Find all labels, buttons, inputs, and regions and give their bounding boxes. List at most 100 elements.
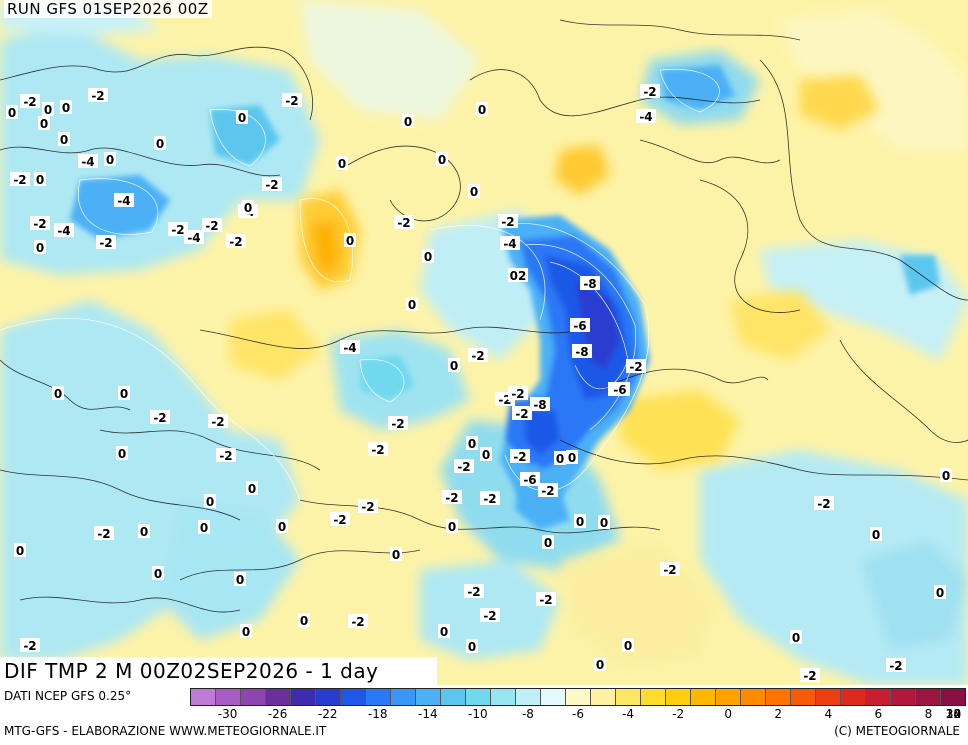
legend-swatch [491, 689, 516, 705]
contour-label-bg [38, 116, 50, 130]
contour-label-bg [554, 451, 566, 465]
contour-label: 0 [448, 520, 456, 534]
contour-label: -2 [361, 500, 374, 514]
contour-label: -2 [23, 95, 36, 109]
contour-label: -6 [573, 319, 586, 333]
contour-label-bg [150, 410, 170, 424]
legend-swatch [291, 689, 316, 705]
legend-tick-label: 18 [945, 707, 962, 721]
legend-swatch [516, 689, 541, 705]
contour-label: -4 [57, 224, 70, 238]
contour-label: 0 [404, 115, 412, 129]
contour-label-bg [358, 499, 378, 513]
legend-swatch [866, 689, 891, 705]
contour-label: -2 [153, 411, 166, 425]
contour-label: -2 [371, 443, 384, 457]
legend-swatch [341, 689, 366, 705]
legend-swatch [791, 689, 816, 705]
contour-label: 0 [872, 528, 880, 542]
contour-label-bg [660, 562, 680, 576]
legend-tick-label: -10 [468, 707, 488, 721]
contour-label: 0 [482, 448, 490, 462]
contour-label: 0 [470, 185, 478, 199]
legend-tick-label: -6 [572, 707, 584, 721]
contour-label-bg [886, 658, 906, 672]
legend-tick-label: -18 [367, 707, 388, 721]
contour-label-bg [168, 222, 188, 236]
legend-swatch [366, 689, 391, 705]
contour-label-bg [800, 668, 820, 682]
contour-label: -2 [457, 460, 470, 474]
contour-label-bg [152, 566, 164, 580]
contour-label-bg [530, 397, 550, 411]
contour-label-bg [594, 657, 606, 671]
legend-tick-label: 10 [945, 707, 962, 721]
contour-label-bg [34, 172, 46, 186]
contour-label: 0 [140, 525, 148, 539]
contour-label-bg [466, 639, 478, 653]
legend-tick-label: 0 [724, 707, 733, 721]
legend-swatch [716, 689, 741, 705]
legend-tick-label: 6 [874, 707, 883, 721]
contour-label-bg [422, 249, 434, 263]
contour-label-bg [402, 114, 414, 128]
data-source: DATI NCEP GFS 0.25° [4, 689, 132, 703]
legend-tick-label: -4 [622, 707, 635, 721]
copyright-text: (C) METEOGIORNALE [834, 724, 960, 738]
contour-label-bg [870, 527, 882, 541]
contour-label-bg [344, 233, 356, 247]
contour-label-bg [442, 490, 462, 504]
contour-label: -4 [639, 110, 652, 124]
contour-label-bg [96, 235, 116, 249]
contour-label-bg [790, 630, 802, 644]
contour-label: 0 [54, 387, 62, 401]
contour-label: -4 [117, 194, 130, 208]
contour-label-bg [542, 535, 554, 549]
contour-label-bg [226, 234, 246, 248]
legend-tick-label: -14 [417, 707, 438, 721]
contour-label: 0 [450, 359, 458, 373]
legend-swatch [416, 689, 441, 705]
contour-label-bg [538, 483, 558, 497]
contour-label: -2 [97, 527, 110, 541]
contour-label: 0 [236, 573, 244, 587]
contour-label: 0 [544, 536, 552, 550]
legend-tick-label: 8 [924, 707, 933, 721]
legend-swatch [316, 689, 341, 705]
contour-label-bg [394, 215, 414, 229]
contour-label-bg [204, 494, 216, 508]
contour-label: -2 [817, 497, 830, 511]
legend-tick-label: -8 [521, 707, 534, 721]
contour-label-bg [234, 572, 246, 586]
contour-label-bg [236, 110, 248, 124]
contour-label: 0 [106, 153, 114, 167]
contour-label: -2 [513, 450, 526, 464]
contour-label: -2 [467, 585, 480, 599]
contour-label: 0 [600, 516, 608, 530]
contour-label-bg [240, 624, 252, 638]
legend-swatch [391, 689, 416, 705]
color-legend [190, 688, 966, 706]
contour-label-bg [368, 442, 388, 456]
contour-label-bg [30, 216, 50, 230]
temperature-difference-map: 0 -2 0 0 -2 -4 0 0 0 -2 0 0 -2 0 -2 -4 -2 -4 0 -2 -2 -4 -2 -4 -2… [0, 0, 968, 685]
contour-label: -2 [629, 360, 642, 374]
contour-label-bg [448, 358, 460, 372]
contour-label: 0 [478, 103, 486, 117]
contour-label: 0 [576, 515, 584, 529]
contour-label-bg [154, 136, 166, 150]
legend-ticks: -30 -26 -22 -18 -14 -10 -8 -6 -4 -2 0 2 4 6 8 10 14 18 22 3… [190, 707, 966, 723]
contour-label: -4 [81, 155, 94, 169]
contour-label-bg [20, 94, 40, 108]
contour-label-bg [330, 512, 350, 526]
legend-swatch [241, 689, 266, 705]
contour-label: 0 [200, 521, 208, 535]
contour-label: 0 [300, 614, 308, 628]
contour-label-bg [498, 214, 518, 228]
legend-swatch [816, 689, 841, 705]
contour-label-bg [10, 172, 30, 186]
contour-label-bg [598, 515, 610, 529]
contour-label: 0 [568, 451, 576, 465]
contour-label: -2 [285, 94, 298, 108]
contour-label: -8 [575, 345, 588, 359]
